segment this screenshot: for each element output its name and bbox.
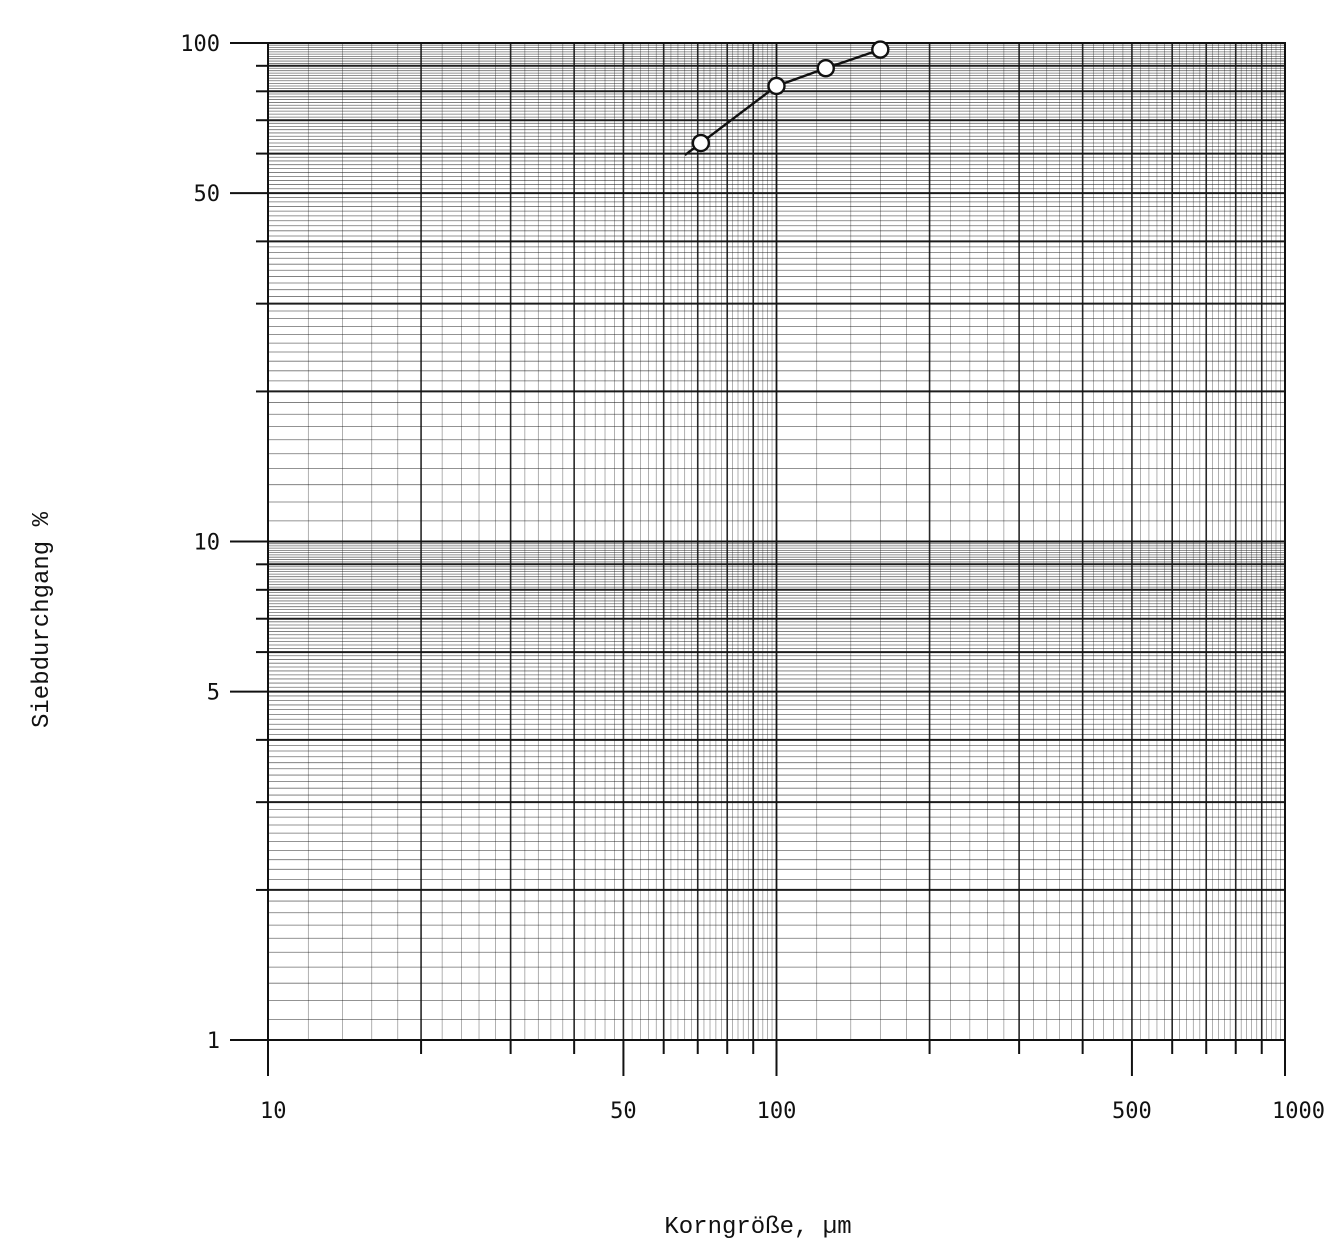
series bbox=[684, 40, 890, 156]
y-tick-label: 10 bbox=[194, 531, 221, 556]
y-tick-label: 1 bbox=[207, 1029, 220, 1054]
y-tick-label: 5 bbox=[207, 681, 220, 706]
y-tick-label: 50 bbox=[194, 182, 221, 207]
x-tick-label: 100 bbox=[757, 1099, 797, 1124]
data-point bbox=[871, 40, 890, 59]
x-tick-label: 10 bbox=[260, 1099, 287, 1124]
data-point bbox=[691, 133, 711, 153]
data-point bbox=[816, 59, 835, 78]
y-tick-label: 100 bbox=[180, 32, 220, 57]
x-tick-label: 50 bbox=[610, 1099, 637, 1124]
y-axis-title: Siebdurchgang % bbox=[29, 511, 56, 728]
grid bbox=[267, 42, 1286, 1041]
x-axis-title: Korngröße, µm bbox=[664, 1214, 851, 1241]
x-tick-label: 1000 bbox=[1272, 1099, 1325, 1124]
data-point bbox=[767, 76, 786, 96]
ticks: 100 50 10 5 1 10 50 100 500 1000 bbox=[180, 32, 1325, 1124]
x-tick-label: 500 bbox=[1112, 1099, 1152, 1124]
